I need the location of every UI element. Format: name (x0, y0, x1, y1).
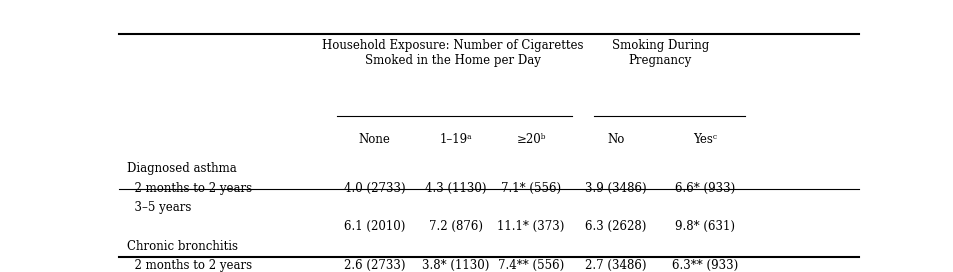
Text: 2 months to 2 years: 2 months to 2 years (127, 259, 252, 272)
Text: 2 months to 2 years: 2 months to 2 years (127, 182, 252, 195)
Text: Diagnosed asthma: Diagnosed asthma (127, 162, 236, 175)
Text: 7.2 (876): 7.2 (876) (428, 220, 482, 233)
Text: Household Exposure: Number of Cigarettes
Smoked in the Home per Day: Household Exposure: Number of Cigarettes… (321, 39, 583, 67)
Text: 3.8* (1130): 3.8* (1130) (421, 259, 489, 272)
Text: 6.3 (2628): 6.3 (2628) (585, 220, 646, 233)
Text: Yesᶜ: Yesᶜ (692, 133, 716, 146)
Text: Chronic bronchitis: Chronic bronchitis (127, 240, 237, 253)
Text: 2.7 (3486): 2.7 (3486) (585, 259, 646, 272)
Text: 4.3 (1130): 4.3 (1130) (424, 182, 486, 195)
Text: 2.6 (2733): 2.6 (2733) (343, 259, 405, 272)
Text: 7.1* (556): 7.1* (556) (500, 182, 560, 195)
Text: 11.1* (373): 11.1* (373) (497, 220, 564, 233)
Text: 3–5 years: 3–5 years (127, 201, 191, 214)
Text: 6.1 (2010): 6.1 (2010) (343, 220, 405, 233)
Text: 6.6* (933): 6.6* (933) (674, 182, 734, 195)
Text: 3.9 (3486): 3.9 (3486) (585, 182, 646, 195)
Text: Smoking During
Pregnancy: Smoking During Pregnancy (611, 39, 708, 67)
Text: None: None (358, 133, 390, 146)
Text: 9.8* (631): 9.8* (631) (674, 220, 734, 233)
Text: 7.4** (556): 7.4** (556) (497, 259, 563, 272)
Text: 4.0 (2733): 4.0 (2733) (343, 182, 405, 195)
Text: 6.3** (933): 6.3** (933) (671, 259, 738, 272)
Text: No: No (607, 133, 624, 146)
Text: ≥20ᵇ: ≥20ᵇ (516, 133, 545, 146)
Text: 1–19ᵃ: 1–19ᵃ (439, 133, 472, 146)
